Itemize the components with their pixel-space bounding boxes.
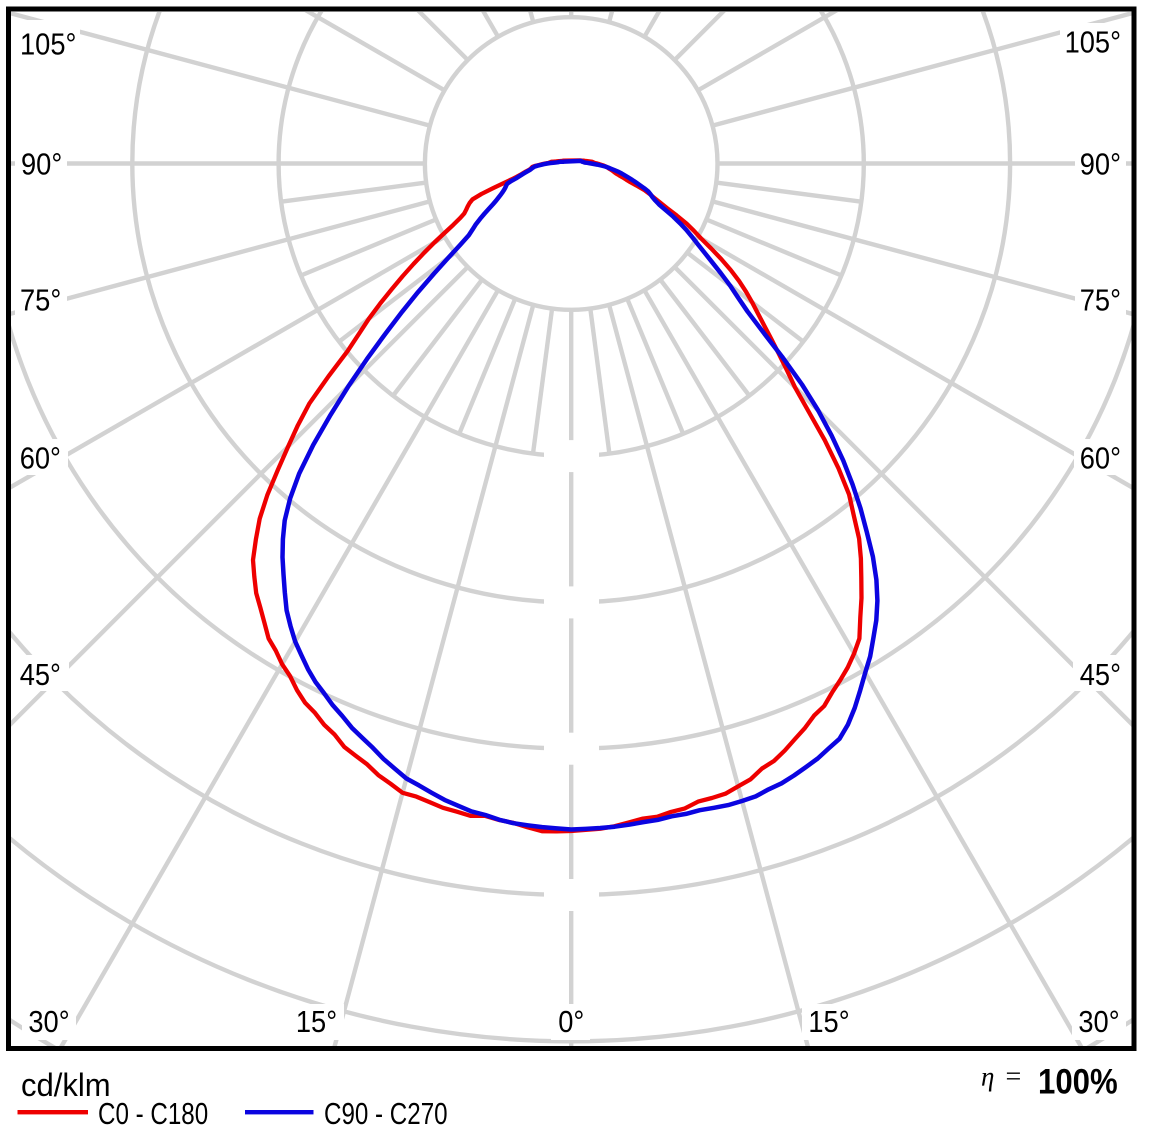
- svg-text:30°: 30°: [28, 1005, 69, 1039]
- svg-text:75°: 75°: [1080, 284, 1121, 318]
- svg-text:30°: 30°: [1078, 1005, 1119, 1039]
- svg-text:45°: 45°: [1080, 658, 1121, 692]
- svg-text:C0 - C180: C0 - C180: [98, 1096, 208, 1131]
- svg-text:15°: 15°: [808, 1005, 849, 1039]
- svg-text:η: η: [981, 1062, 994, 1092]
- svg-text:105°: 105°: [20, 28, 76, 62]
- svg-text:60°: 60°: [20, 442, 61, 476]
- svg-text:cd/klm: cd/klm: [21, 1067, 111, 1104]
- svg-text:15°: 15°: [296, 1005, 337, 1039]
- svg-text:75°: 75°: [20, 284, 61, 318]
- svg-text:45°: 45°: [20, 658, 61, 692]
- svg-text:90°: 90°: [21, 148, 62, 182]
- svg-text:90°: 90°: [1080, 148, 1121, 182]
- svg-text:105°: 105°: [1065, 26, 1121, 60]
- svg-text:0°: 0°: [558, 1005, 584, 1039]
- svg-text:100%: 100%: [1038, 1063, 1118, 1102]
- svg-text:C90 - C270: C90 - C270: [324, 1096, 448, 1131]
- svg-text:=: =: [1006, 1062, 1022, 1093]
- svg-text:60°: 60°: [1080, 442, 1121, 476]
